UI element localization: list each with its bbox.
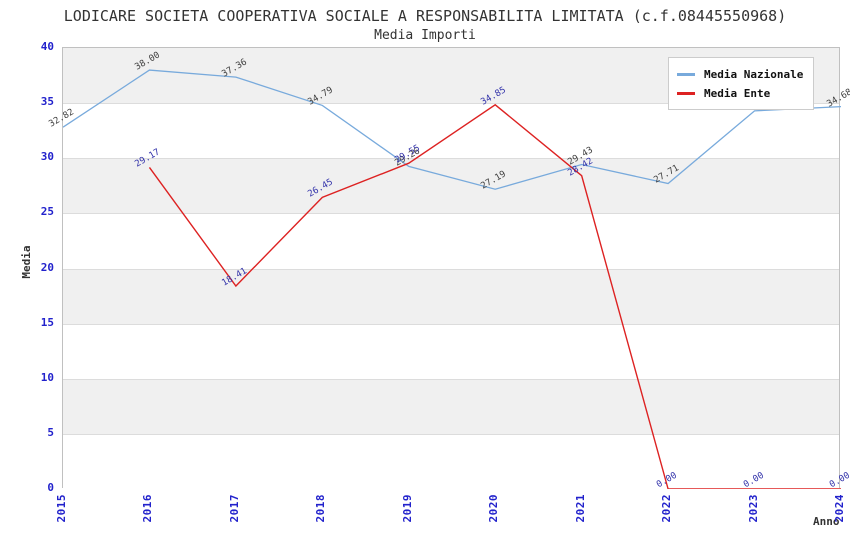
y-tick-label: 10 [40, 370, 54, 384]
x-tick-label: 2024 [833, 494, 846, 523]
x-tick-label: 2021 [573, 494, 587, 523]
legend-item-media-ente: Media Ente [677, 84, 805, 103]
chart-subtitle: Media Importi [374, 28, 476, 43]
y-tick-label: 0 [47, 481, 54, 494]
x-tick-label: 2016 [141, 494, 155, 523]
grid-band [63, 213, 839, 269]
x-tick-label: 2023 [746, 494, 760, 523]
legend: Media Nazionale Media Ente [668, 57, 814, 110]
grid-band [63, 378, 839, 434]
x-tick-label: 2022 [660, 494, 674, 523]
series-line-1 [148, 103, 841, 489]
gridline [63, 378, 839, 380]
x-axis-label: Anno [813, 515, 840, 528]
y-tick-label: 25 [40, 205, 54, 219]
x-tick-label: 2017 [227, 494, 241, 523]
series-line-0 [63, 69, 841, 190]
y-tick-label: 30 [40, 150, 54, 164]
plot-area: 32.82 38.00 37.36 34.79 29.26 27.19 29.43 27.71… [47, 47, 850, 490]
legend-label: Media Nazionale [704, 68, 804, 81]
legend-line-swatch-blue [677, 73, 695, 76]
y-tick-label: 20 [40, 260, 54, 274]
grid-band [63, 158, 839, 214]
grid-band [63, 268, 839, 324]
x-tick-label: 2015 [55, 494, 68, 523]
grid-band [63, 323, 839, 379]
y-tick-label: 15 [40, 315, 54, 329]
gridline [63, 323, 839, 325]
gridline [63, 158, 839, 160]
gridline [63, 213, 839, 215]
x-tick-label: 2019 [400, 494, 414, 523]
gridline [63, 268, 839, 270]
y-tick-label: 35 [40, 95, 54, 109]
legend-label: Media Ente [704, 87, 771, 100]
gridline [63, 103, 839, 105]
legend-line-swatch-red [677, 92, 695, 95]
x-tick-label: 2020 [487, 494, 501, 523]
gridline [63, 433, 839, 435]
x-tick-label: 2018 [314, 494, 328, 523]
legend-item-media-nazionale: Media Nazionale [677, 65, 805, 84]
series-lines [63, 69, 841, 489]
grid-band [63, 433, 839, 489]
y-tick-label: 5 [47, 425, 54, 439]
chart-title: LODICARE SOCIETA COOPERATIVA SOCIALE A R… [63, 7, 787, 25]
y-tick-label: 40 [40, 40, 54, 53]
